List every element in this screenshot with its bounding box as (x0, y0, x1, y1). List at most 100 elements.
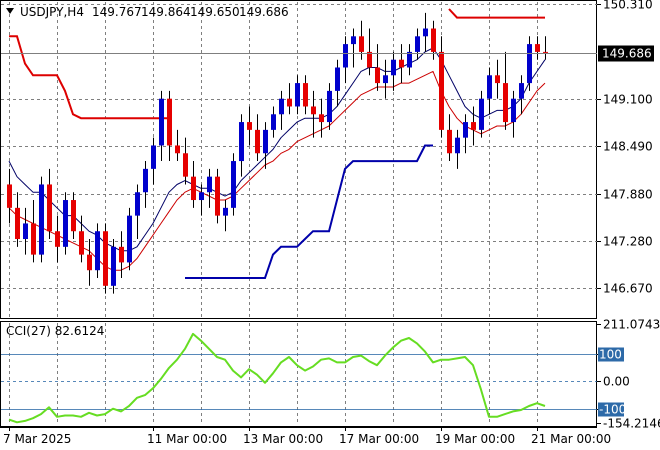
candle-bear (495, 75, 500, 84)
collapse-triangle-icon[interactable] (6, 8, 14, 14)
candle-bull (295, 83, 300, 107)
candle-bull (383, 75, 388, 84)
ohlc-open: 149.767 (92, 5, 142, 19)
price-tick-label: 146.670 (603, 282, 653, 296)
candle-bull (335, 67, 340, 91)
candle-bear (255, 129, 260, 154)
price-tick-label: 148.490 (603, 140, 653, 154)
candle-bear (543, 51, 548, 53)
candle-bear (439, 51, 444, 130)
candle-bear (47, 184, 52, 232)
candle-bull (23, 223, 28, 240)
candle-bull (455, 137, 460, 154)
candle-bull (351, 36, 356, 45)
candle-bull (271, 114, 276, 130)
candle-bull (231, 161, 236, 208)
cci-tick-label: -154.2146 (603, 417, 660, 431)
candle-bull (423, 28, 428, 37)
candle-bear (103, 231, 108, 286)
candle-bear (87, 254, 92, 271)
candle-bear (191, 176, 196, 201)
main-title-group: USDJPY,H4 149.767 149.864 149.650 149.68… (6, 5, 289, 19)
cci-pane-frame (0, 321, 597, 427)
candle-bear (167, 98, 172, 146)
cci-tick-label: 0.00 (603, 375, 630, 389)
candle-bear (287, 98, 292, 107)
candle-bull (143, 168, 148, 193)
candle-bear (375, 67, 380, 84)
time-tick-label: 21 Mar 00:00 (531, 432, 611, 446)
candle-bull (151, 145, 156, 169)
candle-bear (319, 114, 324, 123)
time-tick-label: 13 Mar 00:00 (243, 432, 323, 446)
time-tick-label: 17 Mar 00:00 (339, 432, 419, 446)
candle-bull (415, 36, 420, 52)
candle-bull (239, 122, 244, 162)
candle-bear (31, 223, 36, 255)
candle-bear (183, 153, 188, 177)
candle-bear (71, 200, 76, 232)
cci-level-tag (598, 402, 624, 417)
candle-bull (207, 176, 212, 193)
cci-grid (1, 323, 597, 425)
time-tick-label: 19 Mar 00:00 (435, 432, 515, 446)
candle-bull (95, 231, 100, 271)
candle-bull (159, 98, 164, 146)
time-tick-label: 11 Mar 00:00 (147, 432, 227, 446)
candle-bull (127, 215, 132, 263)
candle-bull (519, 83, 524, 99)
stop-line-red (448, 8, 545, 19)
current-price-tag: 149.686 (598, 45, 654, 62)
price-tick-label: 149.100 (603, 93, 653, 107)
candle-bear (471, 122, 476, 130)
ohlc-low: 149.650 (190, 5, 240, 19)
candle-bull (39, 184, 44, 255)
ohlc-high: 149.864 (141, 5, 191, 19)
candle-bull (487, 75, 492, 99)
candle-bear (367, 51, 372, 68)
candle-bull (111, 246, 116, 286)
candle-bull (63, 200, 68, 247)
ohlc-close: 149.686 (239, 5, 289, 19)
cci-level-label: 100 (599, 348, 622, 362)
cci-line (8, 332, 546, 424)
candle-bear (447, 129, 452, 154)
candle-bull (223, 207, 228, 216)
current-price-label: 149.686 (602, 47, 652, 61)
candle-bear (119, 246, 124, 263)
candle-bear (175, 145, 180, 154)
price-tick-label: 150.310 (603, 0, 653, 12)
price-tick-label: 147.280 (603, 235, 653, 249)
cci-axis: 211.0743 100 0.00 -100-154.2146 (597, 318, 660, 431)
cci-level-tag (598, 347, 624, 362)
candle-bull (407, 51, 412, 68)
price-tick-label: 147.880 (603, 188, 653, 202)
candle-bear (503, 83, 508, 123)
candle-bull (263, 129, 268, 154)
candle-bear (55, 231, 60, 247)
main-pane-frame (0, 0, 597, 319)
candle-bear (247, 122, 252, 130)
main-series (1, 8, 597, 294)
candle-bear (535, 44, 540, 52)
cci-title: CCI(27) 82.6124 (6, 324, 104, 338)
cci-tick-label: 211.0743 (603, 318, 660, 332)
candle-bull (199, 192, 204, 201)
candle-bull (279, 98, 284, 115)
candle-bull (327, 90, 332, 123)
candle-bear (303, 83, 308, 107)
candle-bull (463, 122, 468, 138)
time-axis: 7 Mar 2025 11 Mar 00:00 13 Mar 00:00 17 Mar… (0, 427, 611, 446)
cci-series (8, 332, 546, 424)
candle-bull (135, 192, 140, 216)
symbol-title: USDJPY,H4 (20, 5, 84, 19)
candle-bull (479, 98, 484, 130)
candle-bull (391, 59, 396, 76)
candle-bull (343, 44, 348, 68)
candle-bear (399, 59, 404, 68)
stop-line-blue (185, 144, 433, 279)
candle-bull (511, 98, 516, 123)
candle-bear (7, 184, 12, 208)
candle-bull (527, 44, 532, 84)
